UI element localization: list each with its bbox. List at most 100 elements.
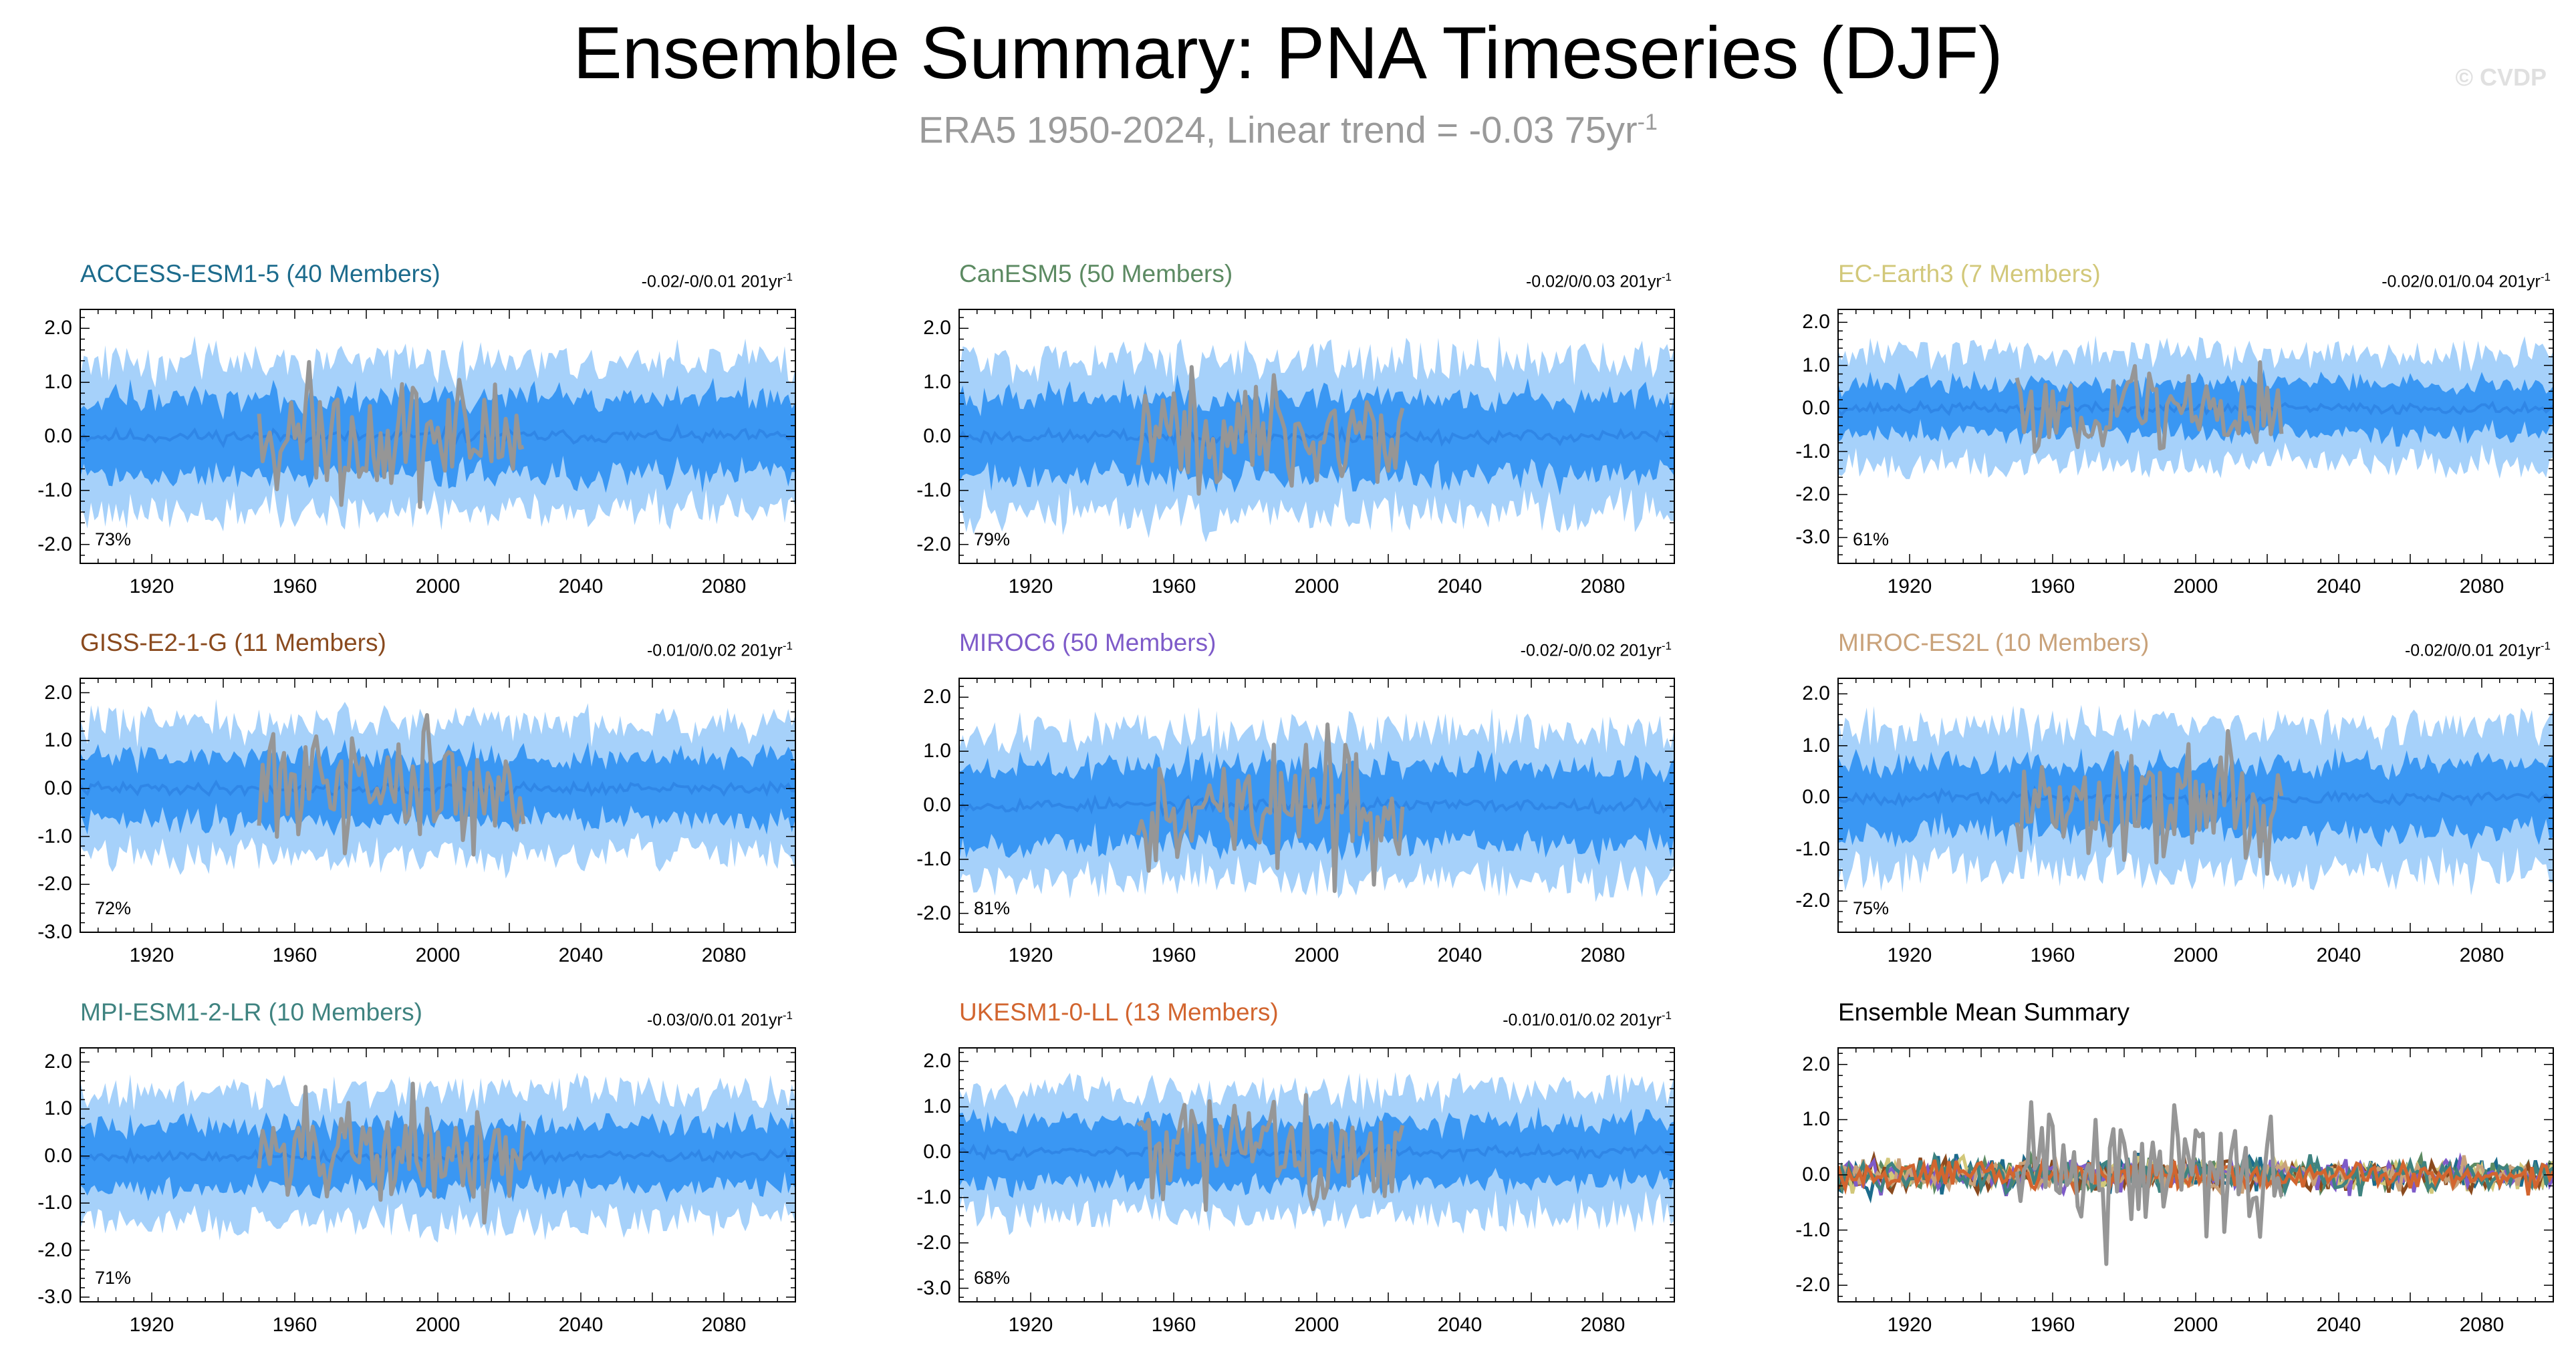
ensemble-mean-line [959, 423, 1674, 447]
y-tick-label: -1.0 [37, 478, 72, 501]
y-tick-label: -2.0 [916, 1231, 951, 1254]
x-tick-label: 2040 [1437, 944, 1483, 966]
trend-value: -0.01/0/0.02 201yr [646, 641, 783, 660]
y-tick-label: -2.0 [37, 1238, 72, 1261]
trend-value: -0.03/0/0.01 201yr [646, 1010, 783, 1030]
y-tick-label: -2.0 [1795, 1274, 1830, 1296]
y-tick-label: 0.0 [1802, 786, 1830, 809]
model-mean-line [1838, 1151, 2553, 1198]
y-tick-label: 0.0 [923, 794, 951, 816]
trend-value: -0.02/-0/0.02 201yr [1520, 641, 1662, 660]
ensemble-mean-line [1838, 400, 2553, 418]
y-tick-label: -1.0 [916, 847, 951, 870]
x-tick-label: 2040 [1437, 575, 1483, 597]
x-tick-label: 1960 [272, 944, 317, 966]
y-tick-label: -1.0 [1795, 1218, 1830, 1241]
panel-trend: -0.01/0.01/0.02 201yr-1 [1503, 1004, 1672, 1031]
y-tick-label: 0.0 [923, 1141, 951, 1163]
y-tick-label: -3.0 [1795, 526, 1830, 549]
panel-title: MPI-ESM1-2-LR (10 Members) [80, 998, 422, 1026]
x-tick-label: 2080 [701, 1314, 747, 1336]
model-mean-line [1838, 1157, 2553, 1196]
y-tick-label: 0.0 [1802, 1163, 1830, 1186]
panel-chart [1837, 1047, 2554, 1302]
y-tick-label: 1.0 [923, 740, 951, 763]
ensemble-mean-line [80, 779, 795, 797]
trend-unit-superscript: -1 [1661, 271, 1672, 283]
y-tick-label: -2.0 [1795, 483, 1830, 505]
y-tick-label: 0.0 [1802, 397, 1830, 420]
subtitle-superscript: -1 [1637, 110, 1658, 135]
y-tick-label: -1.0 [37, 1192, 72, 1214]
trend-unit-superscript: -1 [2540, 640, 2551, 652]
y-tick-label: 0.0 [923, 425, 951, 447]
x-tick-label: 2080 [2459, 1314, 2504, 1336]
x-tick-label: 1920 [1887, 575, 1932, 597]
x-tick-label: 2000 [415, 944, 461, 966]
trend-unit-superscript: -1 [782, 640, 793, 652]
y-tick-label: 0.0 [44, 1144, 72, 1167]
x-tick-label: 2000 [1294, 944, 1339, 966]
y-tick-label: 2.0 [1802, 1053, 1830, 1075]
y-tick-label: 1.0 [44, 729, 72, 752]
panel-chart [80, 678, 796, 933]
y-tick-label: -3.0 [37, 1285, 72, 1308]
panel-trend: -0.01/0/0.02 201yr-1 [647, 635, 793, 662]
x-tick-label: 2040 [1437, 1314, 1483, 1336]
subtitle-text: ERA5 1950-2024, Linear trend = -0.03 75y… [918, 108, 1638, 151]
x-tick-label: 2080 [2459, 575, 2504, 597]
y-tick-label: 0.0 [44, 777, 72, 799]
y-tick-label: -1.0 [1795, 440, 1830, 462]
x-tick-label: 1920 [129, 575, 174, 597]
x-tick-label: 2080 [1580, 944, 1626, 966]
panel-title: MIROC-ES2L (10 Members) [1838, 629, 2150, 656]
y-tick-label: 1.0 [1802, 354, 1830, 376]
trend-value: -0.01/0.01/0.02 201yr [1503, 1010, 1662, 1030]
panel-chart [1837, 309, 2554, 564]
pattern-correlation-percent: 71% [95, 1268, 132, 1288]
panel-trend: -0.02/-0/0.02 201yr-1 [1521, 635, 1672, 662]
panel-title: UKESM1-0-LL (13 Members) [959, 998, 1279, 1026]
trend-unit-superscript: -1 [1661, 640, 1672, 652]
y-tick-label: -1.0 [37, 825, 72, 847]
x-tick-label: 2040 [558, 575, 604, 597]
observation-line [1136, 1093, 1405, 1212]
x-tick-label: 2040 [2316, 944, 2361, 966]
x-tick-label: 1920 [1008, 944, 1053, 966]
page-subtitle: ERA5 1950-2024, Linear trend = -0.03 75y… [0, 99, 2576, 154]
y-tick-label: 2.0 [1802, 682, 1830, 705]
panel-chart [958, 309, 1675, 564]
y-tick-label: 1.0 [44, 1097, 72, 1120]
panel-chart [80, 1047, 796, 1302]
y-tick-label: -2.0 [37, 533, 72, 555]
trend-unit-superscript: -1 [782, 271, 793, 283]
y-tick-label: -2.0 [1795, 889, 1830, 912]
x-tick-label: 2080 [1580, 1314, 1626, 1336]
x-tick-label: 1920 [1008, 575, 1053, 597]
observation-line [1136, 722, 1405, 894]
inner-spread-band [959, 1107, 1674, 1198]
inner-spread-band [959, 374, 1674, 496]
panel-chart [958, 1047, 1675, 1302]
trend-value: -0.02/0.01/0.04 201yr [2381, 272, 2541, 291]
y-tick-label: 2.0 [44, 681, 72, 704]
y-tick-label: 2.0 [923, 317, 951, 339]
y-tick-label: -2.0 [916, 533, 951, 555]
x-tick-label: 1960 [2030, 944, 2075, 966]
x-tick-label: 1960 [1151, 944, 1196, 966]
panel-title: MIROC6 (50 Members) [959, 629, 1216, 656]
x-tick-label: 2080 [2459, 944, 2504, 966]
panel-trend: -0.02/0/0.01 201yr-1 [2405, 635, 2551, 662]
x-tick-label: 2000 [1294, 1314, 1339, 1336]
y-tick-label: 1.0 [923, 1095, 951, 1118]
y-tick-label: 2.0 [44, 317, 72, 339]
y-tick-label: 1.0 [44, 371, 72, 394]
y-tick-label: 1.0 [923, 371, 951, 394]
x-tick-label: 1920 [1887, 944, 1932, 966]
trend-unit-superscript: -1 [782, 1009, 793, 1022]
pattern-correlation-percent: 72% [95, 898, 132, 918]
panel-trend: -0.02/-0/0.01 201yr-1 [642, 266, 793, 293]
page-title: Ensemble Summary: PNA Timeseries (DJF) [573, 12, 2003, 94]
y-tick-label: -1.0 [916, 478, 951, 501]
y-tick-label: -3.0 [37, 921, 72, 943]
